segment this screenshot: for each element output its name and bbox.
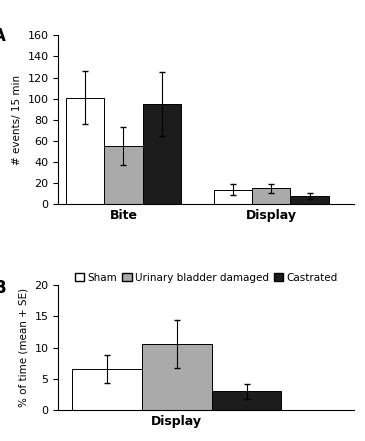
Bar [72, 369, 142, 410]
Bar [214, 190, 252, 204]
Legend: Sham, Urinary bladder damaged, Castrated: Sham, Urinary bladder damaged, Castrated [70, 269, 342, 287]
Y-axis label: # events/ 15 min: # events/ 15 min [12, 75, 22, 165]
Bar [291, 196, 329, 204]
Text: B: B [0, 279, 6, 297]
Bar [212, 392, 281, 410]
Y-axis label: % of time (mean + SE): % of time (mean + SE) [19, 288, 29, 407]
Bar [252, 188, 291, 204]
Bar [142, 344, 212, 410]
Bar [143, 104, 181, 204]
Bar [104, 146, 143, 204]
Text: A: A [0, 27, 6, 45]
Bar [66, 97, 104, 204]
